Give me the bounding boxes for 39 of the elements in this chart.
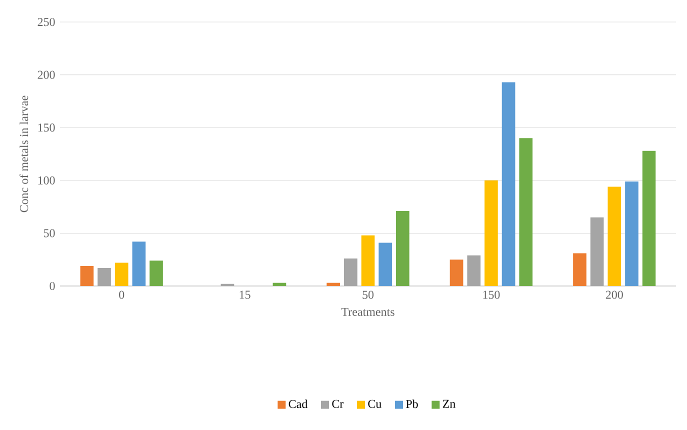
bar — [272, 282, 286, 286]
legend-label: Zn — [442, 400, 456, 408]
bar — [642, 150, 656, 286]
x-tick-label: 200 — [606, 290, 623, 299]
legend-label: Pb — [406, 400, 418, 408]
bar — [467, 255, 481, 286]
bar — [450, 260, 464, 286]
legend-label: Cad — [288, 400, 308, 408]
legend-label: Cr — [332, 400, 344, 408]
bar — [590, 217, 604, 286]
bar — [150, 260, 163, 286]
legend-label: Cu — [368, 400, 382, 408]
bar — [519, 138, 533, 286]
x-tick-label: 0 — [119, 290, 124, 299]
y-axis-title: Conc of metals in larvae — [20, 96, 28, 212]
y-tick-label: 250 — [38, 18, 55, 26]
bar — [80, 266, 94, 286]
bar — [608, 186, 622, 286]
bar — [132, 242, 146, 286]
y-tick-label: 100 — [38, 176, 55, 184]
x-axis-title: Treatments — [341, 308, 394, 316]
y-tick-label: 200 — [38, 70, 55, 79]
bar — [114, 262, 128, 286]
bar — [573, 253, 586, 286]
bar — [326, 282, 340, 286]
bar — [396, 211, 410, 286]
y-tick-label: 50 — [44, 229, 55, 238]
y-tick-label: 150 — [38, 124, 55, 132]
x-tick-label: 150 — [483, 290, 500, 299]
bar — [361, 235, 375, 286]
bar — [502, 82, 516, 286]
bar — [625, 181, 638, 286]
x-tick-label: 15 — [240, 290, 250, 299]
bar — [344, 258, 358, 286]
y-tick-label: 0 — [50, 282, 55, 290]
bar — [98, 268, 111, 286]
x-tick-label: 50 — [362, 290, 374, 299]
bar — [378, 242, 392, 286]
bar — [484, 180, 498, 286]
